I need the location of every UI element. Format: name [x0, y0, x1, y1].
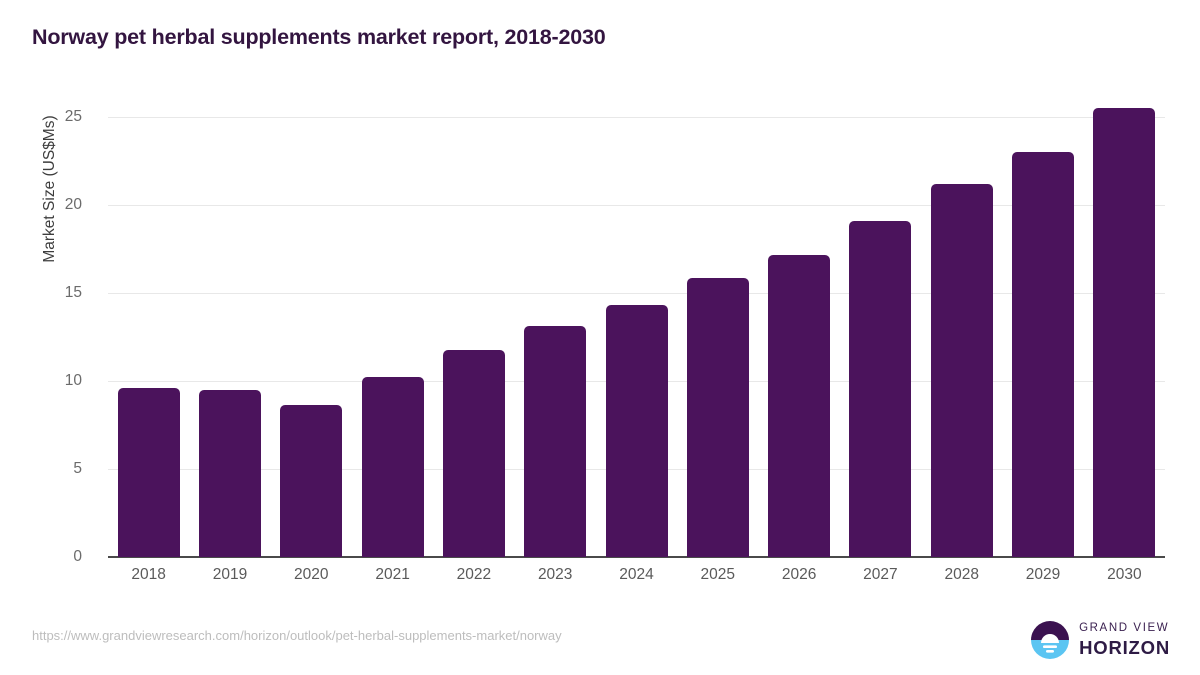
- x-axis-tick-label: 2020: [294, 566, 329, 583]
- logo-wordmark: GRAND VIEW HORIZON: [1079, 622, 1170, 658]
- bar-slot: [117, 0, 180, 557]
- y-axis-tick-label: 25: [64, 108, 82, 125]
- x-axis-tick-label: 2027: [863, 566, 898, 583]
- bar-2020[interactable]: [280, 404, 343, 557]
- logo-text-line2: HORIZON: [1079, 636, 1170, 658]
- brand-logo[interactable]: GRAND VIEW HORIZON: [1030, 618, 1170, 662]
- bar-slot: [524, 0, 587, 557]
- x-axis-tick-label: 2024: [619, 566, 654, 583]
- bar-2027[interactable]: [849, 220, 912, 557]
- bar-slot: [1093, 0, 1156, 557]
- y-axis-tick-label: 10: [64, 372, 82, 389]
- bar-slot: [686, 0, 749, 557]
- bar-2030[interactable]: [1093, 108, 1156, 557]
- bar-2023[interactable]: [524, 326, 587, 557]
- x-axis-tick-label: 2019: [212, 566, 248, 583]
- gridline: [108, 117, 1165, 118]
- bar-2024[interactable]: [605, 305, 668, 557]
- x-axis-tick-label: 2029: [1025, 566, 1061, 583]
- x-axis-tick-label: 2026: [781, 566, 817, 583]
- bar-slot: [768, 0, 831, 557]
- x-axis-tick-label: 2021: [375, 566, 410, 583]
- x-axis-tick-label: 2018: [131, 566, 166, 583]
- bar-2022[interactable]: [442, 350, 505, 557]
- bar-series: [108, 0, 1165, 557]
- bar-2026[interactable]: [768, 255, 831, 557]
- y-axis-tick-label: 20: [64, 196, 82, 213]
- bar-slot: [849, 0, 912, 557]
- x-axis-tick-label: 2022: [456, 566, 492, 583]
- y-axis-tick-labels: 0 5 10 15 20 25: [64, 108, 82, 565]
- gridline: [108, 205, 1165, 206]
- bar-slot: [442, 0, 505, 557]
- bar-slot: [605, 0, 668, 557]
- page-title: Norway pet herbal supplements market rep…: [32, 25, 606, 49]
- bar-slot: [198, 0, 261, 557]
- bar-2019[interactable]: [198, 389, 261, 557]
- x-axis-tick-label: 2028: [944, 566, 979, 583]
- bar-slot: [930, 0, 993, 557]
- bar-2029[interactable]: [1012, 152, 1075, 557]
- x-axis-tick-label: 2025: [700, 566, 736, 583]
- source-url[interactable]: https://www.grandviewresearch.com/horizo…: [32, 628, 562, 643]
- logo-text-line1: GRAND VIEW: [1079, 622, 1170, 634]
- grand-view-horizon-logo-mark: [1030, 620, 1070, 660]
- x-axis-line: [108, 556, 1165, 558]
- bar-slot: [361, 0, 424, 557]
- y-axis-tick-label: 5: [73, 460, 82, 477]
- bar-slot: [1012, 0, 1075, 557]
- bar-2018[interactable]: [117, 388, 180, 557]
- bar-2028[interactable]: [930, 183, 993, 557]
- gridline: [108, 293, 1165, 294]
- y-axis-tick-label: 0: [73, 548, 82, 565]
- y-axis-tick-label: 15: [64, 284, 82, 301]
- bar-2025[interactable]: [686, 278, 749, 557]
- x-axis-tick-labels: 2018 2019 2020 2021 2022 2023 2024 2025 2026 2027…: [108, 566, 1165, 596]
- bar-slot: [280, 0, 343, 557]
- chart-plot-area: Market Size (US$Ms) 0 5 10 15 20 25 2018 2019 2…: [41, 0, 1165, 596]
- bar-2021[interactable]: [361, 376, 424, 557]
- x-axis-tick-label: 2023: [537, 566, 573, 583]
- x-axis-tick-label: 2030: [1107, 566, 1142, 583]
